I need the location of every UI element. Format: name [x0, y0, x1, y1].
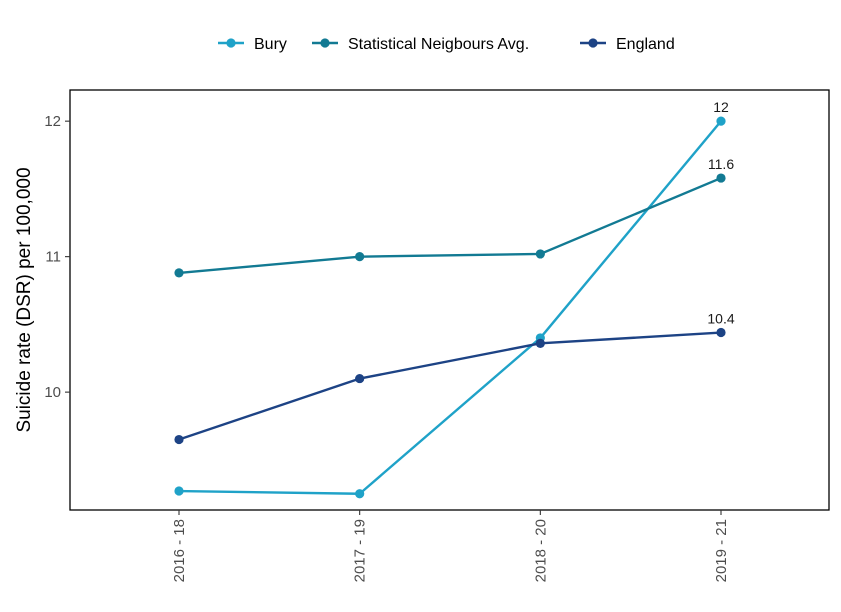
x-axis: 2016 - 18 2017 - 19 2018 - 20 2019 - 21	[171, 510, 730, 582]
data-point-bury	[174, 486, 184, 496]
x-tick-label: 2019 - 21	[713, 519, 730, 582]
legend: Bury Statistical Neigbours Avg. England	[218, 36, 675, 53]
legend-item-england: England	[580, 36, 675, 53]
data-label-england: 10.4	[707, 311, 734, 327]
data-point-statistical-neigbours-avg	[535, 249, 545, 259]
legend-item-bury: Bury	[218, 36, 287, 53]
data-point-statistical-neigbours-avg	[355, 252, 365, 262]
y-axis-title: Suicide rate (DSR) per 100,000	[14, 167, 35, 432]
x-tick-label: 2017 - 19	[352, 519, 369, 582]
data-point-england	[535, 338, 545, 348]
legend-key-point	[320, 38, 330, 48]
legend-label: England	[616, 36, 675, 53]
y-tick-label: 11	[45, 249, 61, 266]
data-label-bury: 12	[713, 99, 729, 115]
legend-key-point	[588, 38, 598, 48]
y-axis: 10 11 12	[44, 113, 70, 401]
data-label-statistical-neigbours-avg: 11.6	[708, 156, 734, 172]
data-labels: 12 11.6 10.4	[707, 99, 734, 326]
data-point-england	[355, 373, 365, 384]
y-tick-label: 12	[44, 113, 61, 130]
series-line-england	[178, 331, 722, 441]
data-point-statistical-neigbours-avg	[716, 173, 726, 183]
plot-panel-border	[69, 89, 830, 511]
data-point-bury	[716, 116, 726, 126]
legend-label: Bury	[254, 36, 287, 53]
series-layer	[174, 116, 726, 499]
legend-label: Statistical Neigbours Avg.	[348, 36, 529, 53]
data-point-england	[716, 327, 726, 338]
y-tick-label: 10	[44, 384, 61, 401]
series-line-statistical-neigbours-avg	[178, 176, 722, 275]
series-line-bury	[178, 120, 722, 495]
data-point-bury	[355, 489, 365, 499]
data-point-statistical-neigbours-avg	[174, 268, 184, 278]
x-tick-label: 2018 - 20	[532, 519, 549, 582]
data-point-england	[174, 434, 184, 445]
legend-item-statistical-neigbours-avg: Statistical Neigbours Avg.	[312, 36, 529, 53]
legend-key-point	[226, 38, 236, 48]
x-tick-label: 2016 - 18	[171, 519, 188, 582]
